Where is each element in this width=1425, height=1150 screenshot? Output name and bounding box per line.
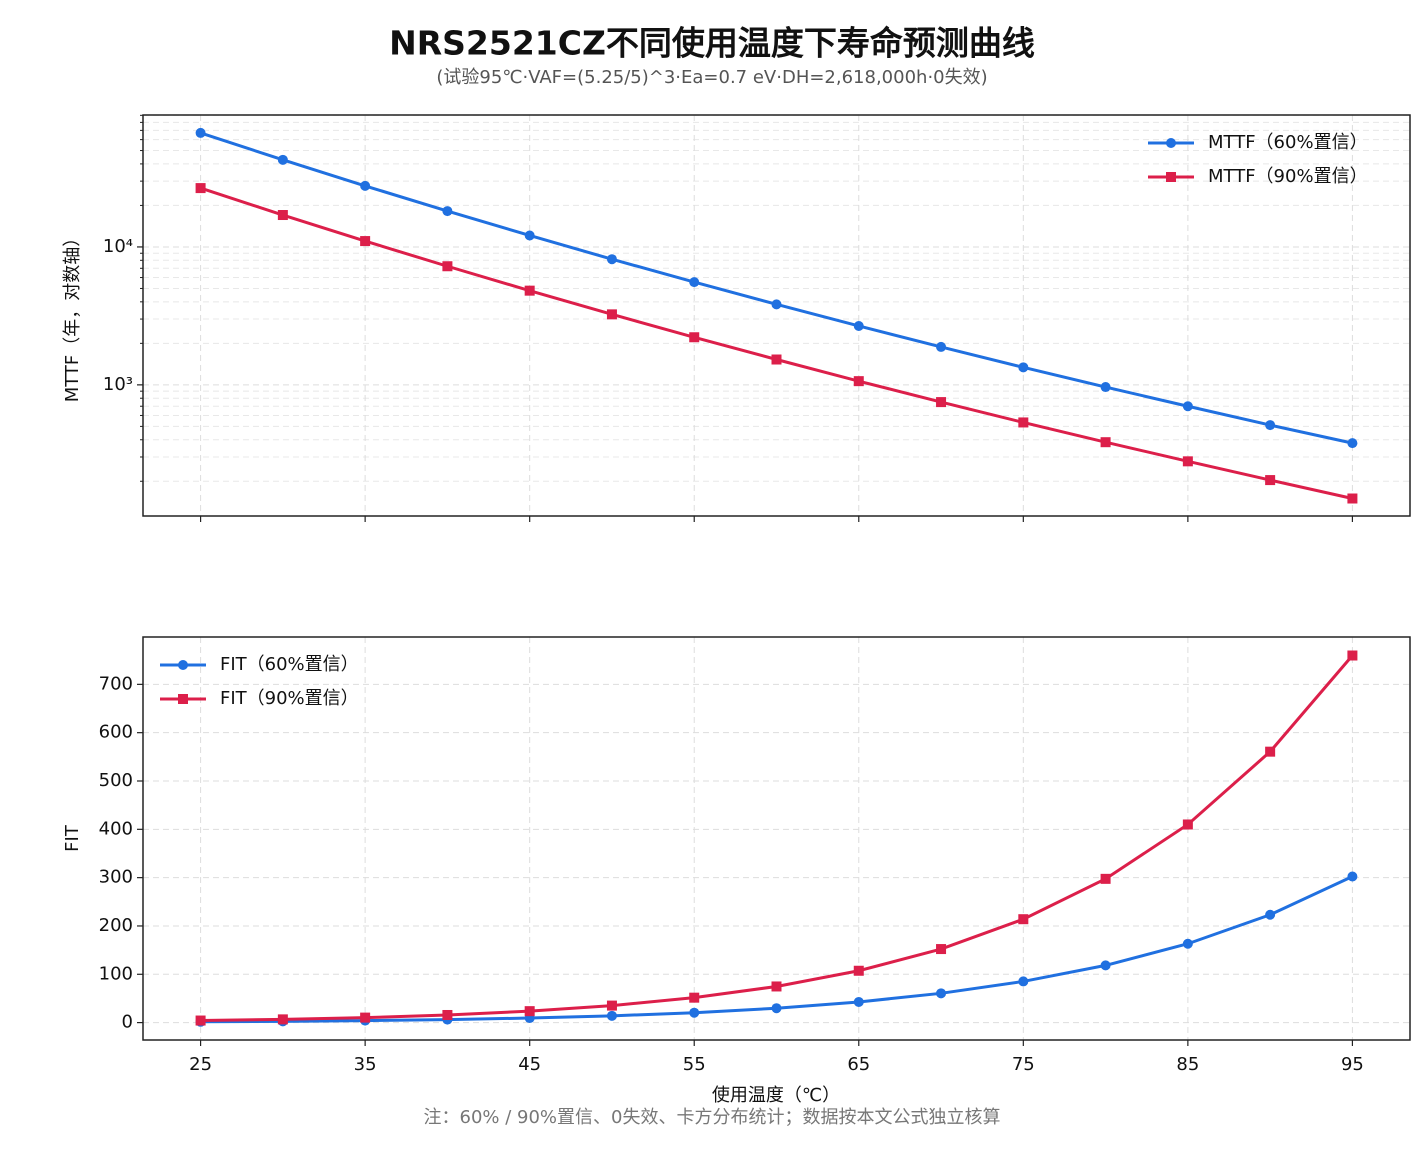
marker (195, 183, 206, 194)
marker (771, 981, 782, 992)
legend-label: FIT（90%置信） (220, 688, 359, 709)
series-line (200, 875, 1354, 1024)
legend-label: FIT（60%置信） (220, 654, 359, 675)
marker (936, 397, 947, 408)
marker (1347, 871, 1358, 882)
y-tick-label: 10⁴ (103, 236, 133, 257)
marker (853, 376, 864, 387)
marker (771, 354, 782, 365)
marker (1182, 819, 1193, 830)
y-axis-label: FIT (62, 824, 83, 852)
y-tick-label: 200 (99, 915, 133, 936)
marker (936, 944, 947, 955)
marker (1018, 976, 1029, 987)
marker (277, 154, 288, 165)
y-tick-label: 0 (122, 1012, 133, 1033)
y-tick-label: 400 (99, 818, 133, 839)
marker (524, 1006, 535, 1017)
marker (195, 127, 206, 138)
y-axis-label: MTTF（年，对数轴） (62, 229, 83, 403)
marker (771, 299, 782, 310)
y-tick-label: 700 (99, 673, 133, 694)
plot-frame (142, 636, 1411, 1041)
x-axis-label: 使用温度（℃） (712, 1085, 840, 1106)
marker (689, 277, 700, 288)
marker (689, 992, 700, 1003)
y-tick-label: 10³ (103, 374, 133, 395)
marker (606, 1010, 617, 1021)
marker (853, 965, 864, 976)
marker (442, 206, 453, 217)
marker (853, 320, 864, 331)
marker (524, 285, 535, 296)
marker (1265, 475, 1276, 486)
marker (360, 1012, 371, 1023)
marker (1182, 401, 1193, 412)
marker (606, 1000, 617, 1011)
marker (936, 341, 947, 352)
marker (1347, 438, 1358, 449)
marker (1018, 362, 1029, 373)
legend-label: MTTF（60%置信） (1208, 132, 1368, 153)
marker (1347, 493, 1358, 504)
x-tick-label: 35 (354, 1054, 377, 1075)
x-tick-label: 55 (683, 1054, 706, 1075)
marker (606, 254, 617, 265)
marker (1265, 746, 1276, 757)
footnote: 注：60% / 90%置信、0失效、卡方分布统计；数据按本文公式独立核算 (424, 1107, 1001, 1128)
marker (1100, 960, 1111, 971)
marker (689, 1007, 700, 1018)
marker (689, 332, 700, 343)
plot-frame (142, 114, 1411, 517)
marker (1182, 938, 1193, 949)
x-tick-label: 45 (518, 1054, 541, 1075)
x-tick-label: 75 (1012, 1054, 1035, 1075)
marker (195, 1015, 206, 1026)
marker (277, 1014, 288, 1025)
series-line (200, 654, 1354, 1023)
x-tick-label: 25 (189, 1054, 212, 1075)
marker (277, 210, 288, 221)
marker (360, 236, 371, 247)
marker (1018, 417, 1029, 428)
y-tick-label: 300 (99, 867, 133, 888)
legend-marker (178, 694, 188, 704)
marker (1182, 456, 1193, 467)
marker (1100, 437, 1111, 448)
x-tick-label: 65 (847, 1054, 870, 1075)
marker (771, 1003, 782, 1014)
marker (606, 309, 617, 320)
y-tick-label: 500 (99, 770, 133, 791)
legend-marker (1166, 138, 1176, 148)
y-tick-label: 100 (99, 963, 133, 984)
legend-marker (1166, 172, 1176, 182)
marker (1347, 650, 1358, 661)
marker (1018, 914, 1029, 925)
marker (1265, 420, 1276, 431)
marker (1100, 873, 1111, 884)
legend-label: MTTF（90%置信） (1208, 166, 1368, 187)
marker (1100, 382, 1111, 393)
marker (442, 261, 453, 272)
marker (1265, 909, 1276, 920)
y-tick-label: 600 (99, 722, 133, 743)
x-tick-label: 95 (1341, 1054, 1364, 1075)
legend-marker (178, 660, 188, 670)
marker (442, 1009, 453, 1020)
chart-title: NRS2521CZ不同使用温度下寿命预测曲线 (389, 24, 1035, 63)
chart-subtitle: (试验95℃·VAF=(5.25/5)^3·Ea=0.7 eV·DH=2,618… (436, 67, 987, 88)
x-tick-label: 85 (1176, 1054, 1199, 1075)
marker (853, 996, 864, 1007)
marker (524, 230, 535, 241)
marker (936, 988, 947, 999)
marker (360, 180, 371, 191)
